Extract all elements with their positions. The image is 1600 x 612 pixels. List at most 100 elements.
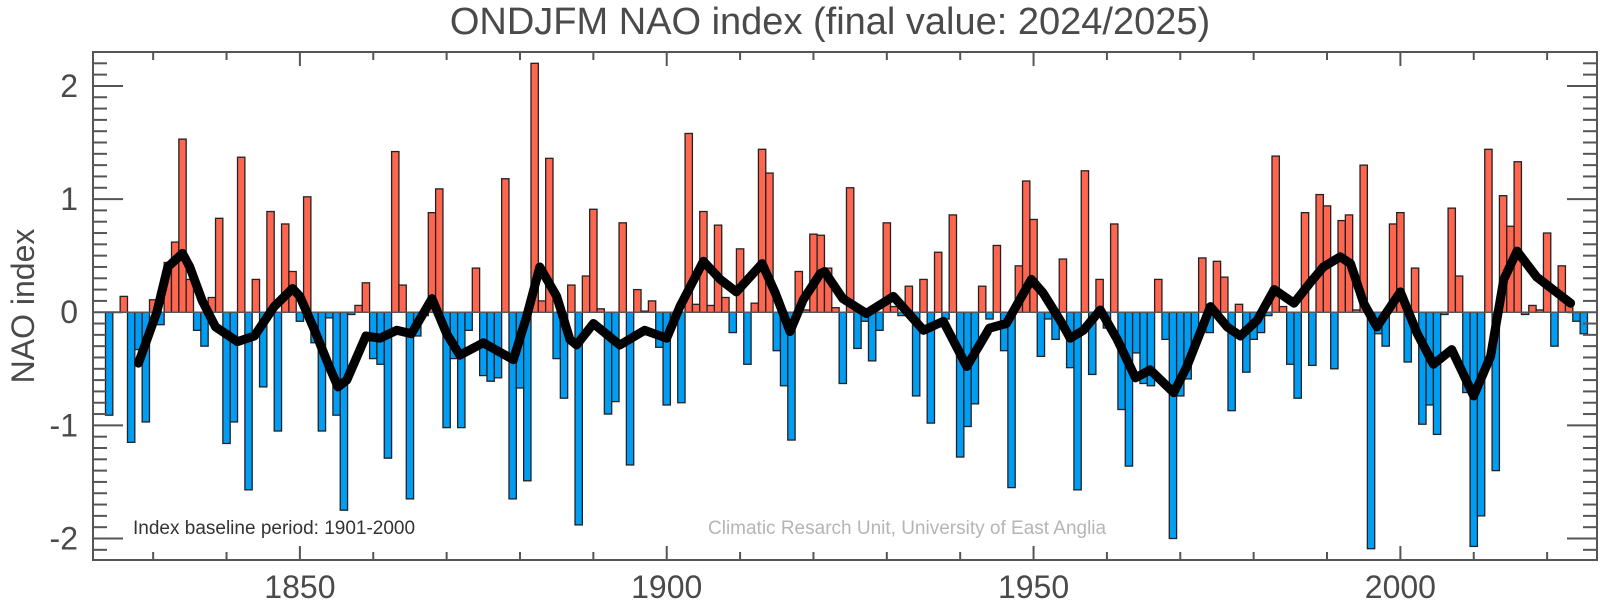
bar-1873 bbox=[464, 311, 473, 331]
bar-1992 bbox=[1337, 219, 1347, 313]
bar-2002 bbox=[1410, 267, 1420, 313]
bar-1985 bbox=[1286, 311, 1295, 365]
bar-1991 bbox=[1330, 311, 1339, 370]
bar-1904 bbox=[691, 303, 701, 313]
bar-2024 bbox=[1572, 311, 1581, 322]
y-tick-label: 1 bbox=[60, 181, 78, 217]
y-tick-label: 2 bbox=[60, 68, 78, 104]
bar-1874 bbox=[471, 267, 481, 313]
bar-1854 bbox=[324, 311, 334, 319]
bar-1937 bbox=[933, 251, 943, 313]
bar-1988 bbox=[1308, 311, 1317, 367]
chart-title: ONDJFM NAO index (final value: 2024/2025… bbox=[450, 1, 1210, 43]
bar-2021 bbox=[1550, 311, 1559, 347]
credit-annotation: Climatic Resarch Unit, University of Eas… bbox=[708, 518, 1107, 539]
bar-1842 bbox=[236, 156, 246, 313]
x-tick-label: 1900 bbox=[631, 569, 702, 605]
bar-1961 bbox=[1109, 223, 1119, 313]
bar-1883 bbox=[537, 300, 547, 313]
y-tick-label: 0 bbox=[60, 294, 78, 330]
bar-1841 bbox=[229, 311, 239, 423]
bar-1894 bbox=[618, 222, 628, 313]
bar-1887 bbox=[567, 284, 576, 313]
bar-1939 bbox=[948, 214, 958, 313]
bar-1844 bbox=[251, 278, 261, 313]
bar-1912 bbox=[750, 302, 760, 313]
bar-1957 bbox=[1080, 170, 1090, 313]
bar-1836 bbox=[192, 311, 202, 331]
bar-1925 bbox=[845, 187, 855, 313]
x-tick-label: 2000 bbox=[1365, 569, 1436, 605]
bar-1865 bbox=[405, 311, 415, 500]
bar-1954 bbox=[1058, 258, 1068, 313]
bar-2007 bbox=[1447, 207, 1457, 313]
bar-2010 bbox=[1469, 311, 1479, 548]
bar-1947 bbox=[1007, 311, 1016, 489]
bar-1915 bbox=[772, 311, 782, 352]
bar-1908 bbox=[721, 296, 730, 313]
bar-1909 bbox=[728, 311, 738, 334]
bar-1855 bbox=[332, 311, 341, 416]
plot-frame bbox=[92, 51, 1598, 561]
bar-1847 bbox=[273, 311, 283, 432]
y-tick-label: -1 bbox=[50, 407, 78, 443]
bar-1928 bbox=[867, 311, 877, 362]
bar-1931 bbox=[889, 305, 899, 313]
bar-1951 bbox=[1036, 311, 1046, 357]
bar-1940 bbox=[955, 311, 965, 458]
bar-1827 bbox=[126, 311, 136, 443]
bar-1826 bbox=[119, 295, 129, 313]
bar-1963 bbox=[1124, 311, 1134, 467]
bar-1945 bbox=[992, 244, 1002, 313]
bar-2005 bbox=[1432, 311, 1442, 436]
bar-1856 bbox=[339, 311, 349, 511]
bar-2018 bbox=[1528, 304, 1537, 313]
axes-group: -2 -1 0 1 2 1850 1900 1950 2000 bbox=[50, 51, 1597, 605]
bar-1984 bbox=[1278, 305, 1288, 313]
bar-1839 bbox=[214, 217, 224, 313]
bar-1824 bbox=[104, 311, 114, 416]
bar-1906 bbox=[706, 304, 716, 313]
y-axis-label: NAO index bbox=[5, 229, 41, 384]
bar-1979 bbox=[1241, 311, 1251, 373]
bar-1893 bbox=[611, 311, 620, 403]
bar-2008 bbox=[1454, 275, 1464, 313]
bar-1950 bbox=[1029, 218, 1038, 313]
bar-1978 bbox=[1234, 303, 1244, 313]
bar-1898 bbox=[647, 300, 657, 313]
bar-2020 bbox=[1542, 232, 1552, 313]
bar-1890 bbox=[589, 208, 598, 313]
bar-1872 bbox=[456, 311, 466, 429]
bar-1913 bbox=[757, 148, 767, 313]
bar-1973 bbox=[1197, 257, 1207, 313]
bar-1929 bbox=[875, 311, 884, 331]
bar-1964 bbox=[1131, 311, 1141, 354]
bar-1892 bbox=[603, 311, 613, 415]
bar-1924 bbox=[838, 311, 848, 385]
bar-1864 bbox=[398, 284, 407, 313]
bar-1902 bbox=[677, 311, 686, 404]
bar-1969 bbox=[1168, 311, 1178, 540]
bar-1896 bbox=[633, 288, 642, 313]
bar-1834 bbox=[178, 138, 187, 313]
baseline-annotation: Index baseline period: 1901-2000 bbox=[133, 518, 415, 539]
bar-1858 bbox=[354, 304, 363, 313]
bar-1899 bbox=[655, 311, 664, 348]
bar-1859 bbox=[361, 282, 371, 313]
bar-1911 bbox=[743, 311, 752, 365]
bar-1968 bbox=[1161, 311, 1170, 341]
bar-1851 bbox=[302, 196, 312, 313]
bar-2016 bbox=[1513, 161, 1523, 313]
x-tick-label: 1950 bbox=[998, 569, 1069, 605]
bar-1989 bbox=[1315, 193, 1324, 313]
bar-1869 bbox=[434, 188, 444, 313]
bar-1944 bbox=[985, 311, 994, 320]
bar-1986 bbox=[1293, 311, 1302, 399]
bar-2011 bbox=[1476, 311, 1486, 517]
bar-1846 bbox=[266, 210, 275, 313]
bar-1863 bbox=[390, 150, 400, 313]
bar-1976 bbox=[1219, 276, 1229, 313]
x-tick-label: 1850 bbox=[264, 569, 335, 605]
bar-1943 bbox=[977, 285, 987, 313]
bar-1878 bbox=[500, 178, 510, 313]
